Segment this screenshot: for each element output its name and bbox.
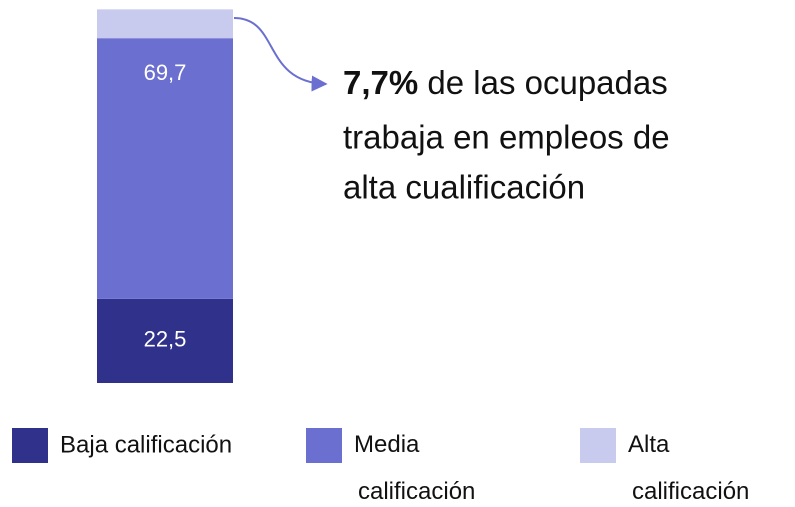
data-label: 22,5 xyxy=(144,327,187,352)
data-label: 69,7 xyxy=(144,60,187,85)
bar-segment xyxy=(97,38,233,299)
legend-swatch xyxy=(306,428,342,463)
legend-label: Media calificación xyxy=(354,431,475,505)
annotation-line: alta cualificación xyxy=(343,169,585,206)
legend-label: Alta calificación xyxy=(628,431,749,505)
legend-label: Baja calificación xyxy=(60,431,232,458)
annotation-line: 7,7% de las ocupadas xyxy=(343,64,668,101)
legend-swatch xyxy=(580,428,616,463)
legend-swatch xyxy=(12,428,48,463)
annotation-emphasis: 7,7% xyxy=(343,64,418,101)
annotation-line: trabaja en empleos de xyxy=(343,119,670,156)
bar-segment xyxy=(97,9,233,39)
annotation-text: de las ocupadas xyxy=(427,64,667,101)
annotation-arrow xyxy=(233,17,328,92)
bar-segment xyxy=(97,298,233,383)
